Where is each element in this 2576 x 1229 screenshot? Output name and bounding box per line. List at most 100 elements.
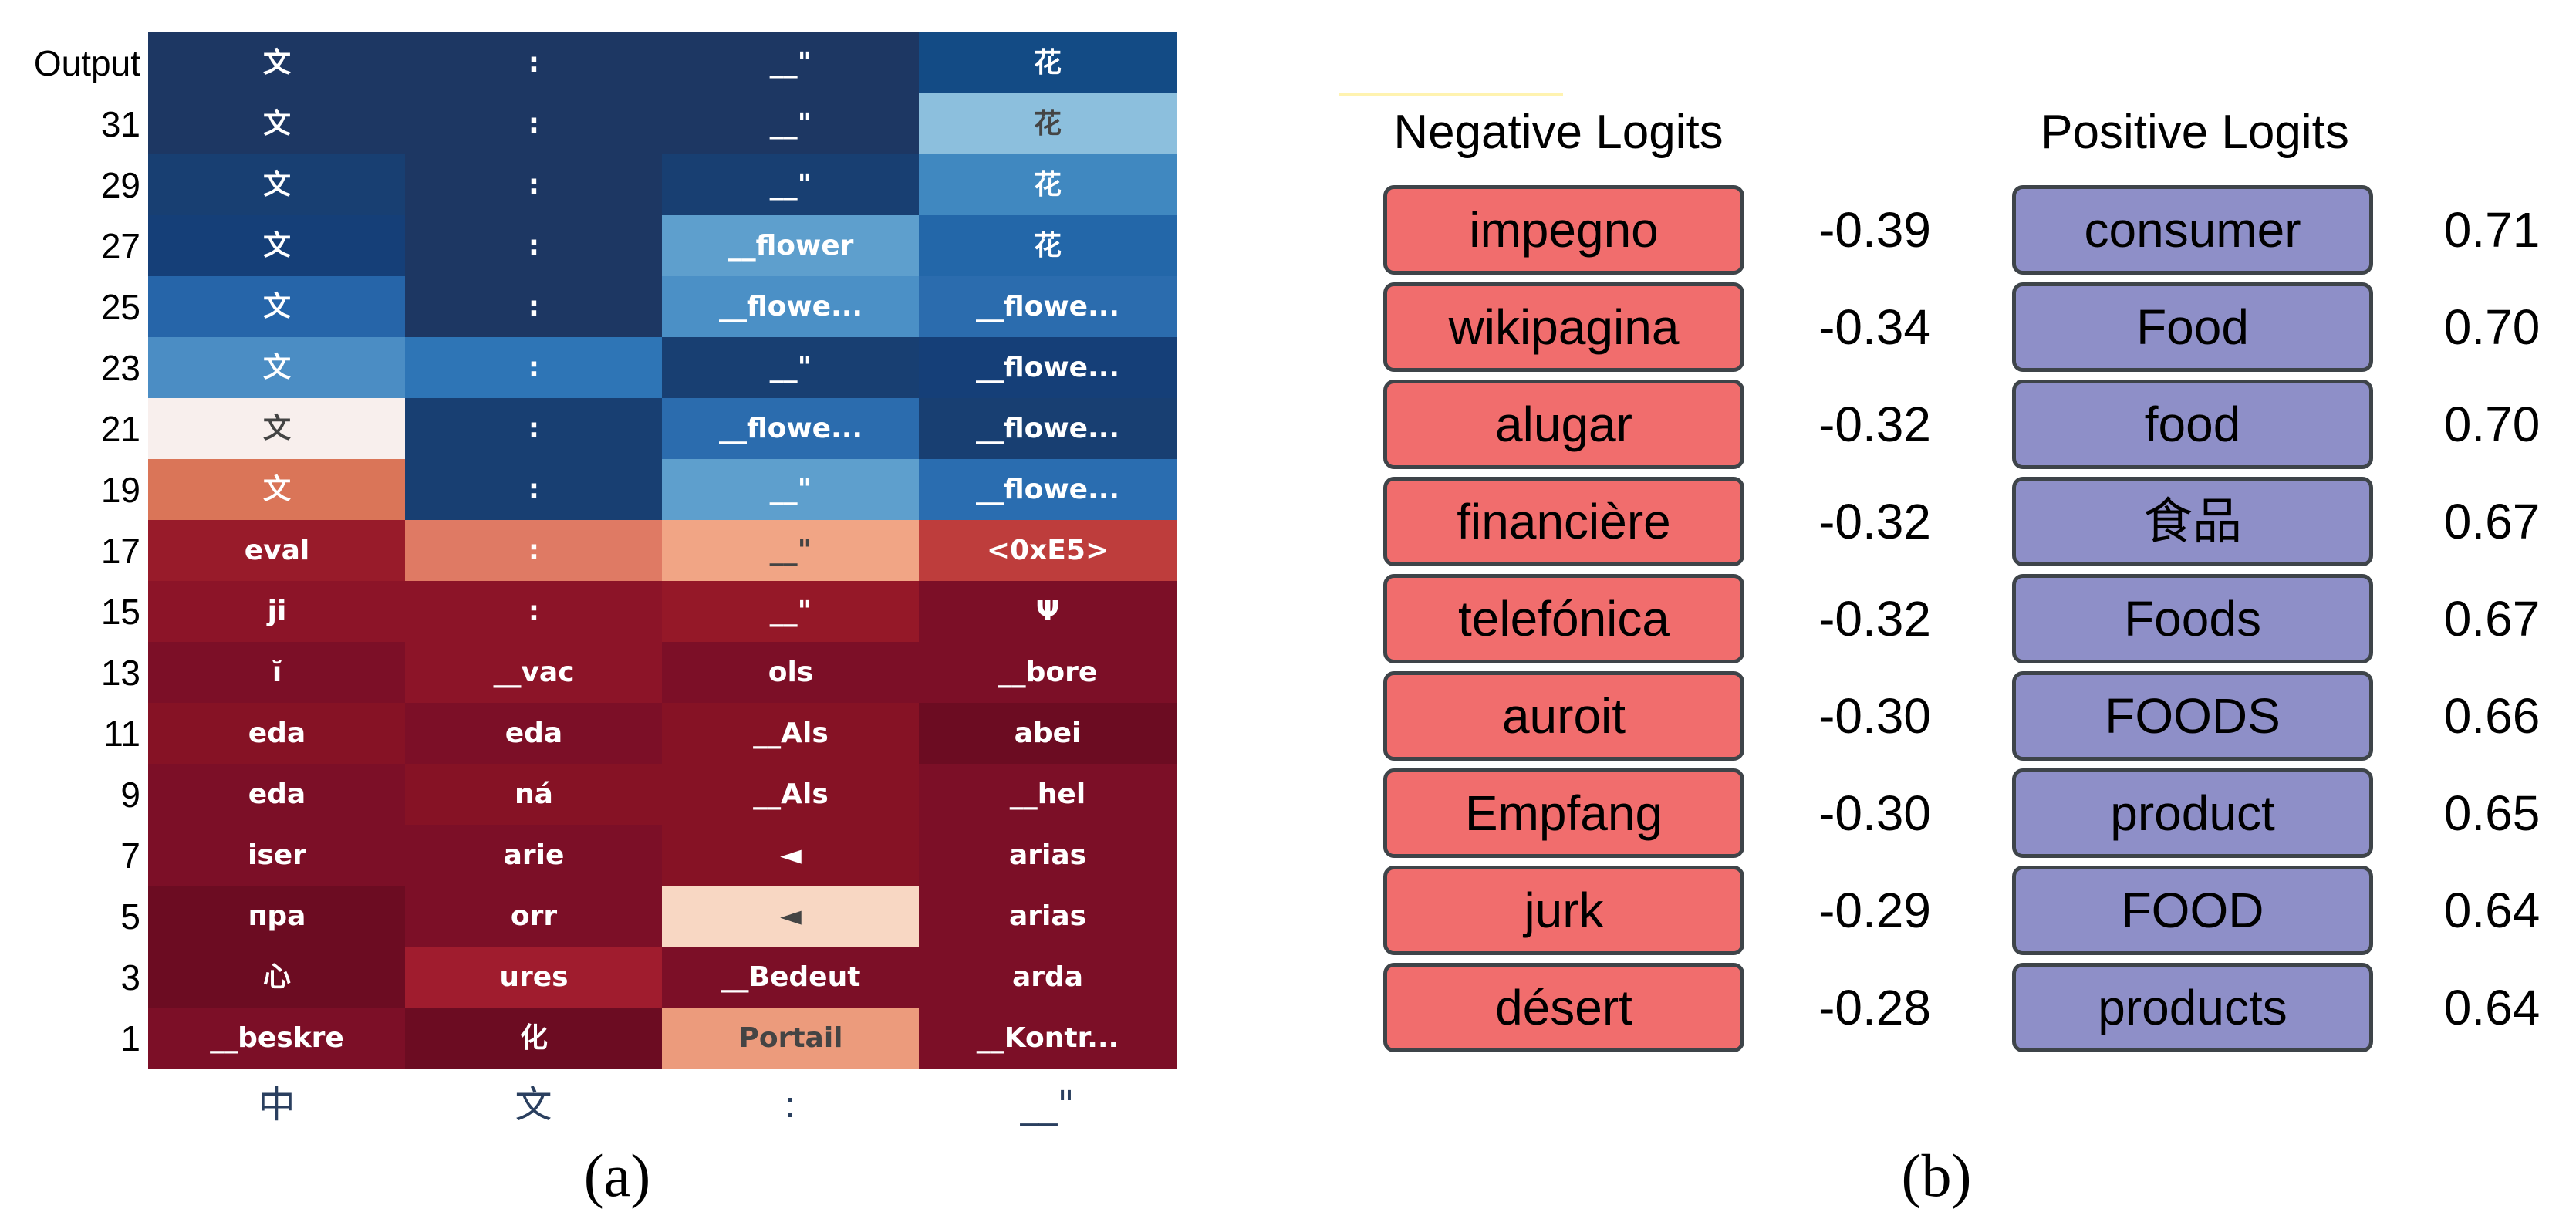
heatmap-cell: arie	[405, 825, 663, 886]
heatmap-cell: arias	[919, 886, 1177, 947]
negative-logit-value: -0.30	[1818, 785, 1931, 841]
heatmap-cell: __"	[662, 459, 920, 521]
heatmap-cell: :	[405, 398, 663, 460]
heatmap-cell: 文	[148, 215, 406, 277]
heatmap-cell: __bore	[919, 642, 1177, 704]
heatmap-cell: 化	[405, 1008, 663, 1069]
layer-label: 19	[100, 470, 140, 510]
heatmap-cell: ĭ	[148, 642, 406, 704]
heatmap-cell: orr	[405, 886, 663, 947]
positive-logit-value: 0.66	[2443, 688, 2541, 744]
layer-label: 11	[103, 714, 140, 754]
heatmap-cell: __beskre	[148, 1008, 406, 1069]
negative-logit-token: Empfang	[1383, 768, 1744, 858]
negative-logit-token: désert	[1383, 963, 1744, 1052]
positive-logit-token: FOOD	[2012, 866, 2373, 955]
positive-logit-token: products	[2012, 963, 2373, 1052]
heatmap-cell: :	[405, 154, 663, 216]
decorative-line	[1339, 93, 1563, 96]
positive-logits-title: Positive Logits	[2041, 106, 2349, 159]
positive-logit-token: food	[2012, 380, 2373, 469]
positive-logit-token: FOODS	[2012, 671, 2373, 761]
layer-label: 27	[100, 226, 140, 266]
heatmap-cell: :	[405, 337, 663, 399]
heatmap-cell: :	[405, 215, 663, 277]
heatmap-cell: eda	[148, 703, 406, 765]
heatmap-cell: __Bedeut	[662, 947, 920, 1008]
positive-logit-value: 0.70	[2443, 397, 2541, 452]
layer-label: 7	[120, 836, 140, 876]
positive-logit-value: 0.64	[2443, 883, 2541, 938]
negative-logit-token: impegno	[1383, 185, 1744, 275]
layer-label: 13	[100, 653, 140, 693]
heatmap-cell: 文	[148, 93, 406, 155]
heatmap-cell: iser	[148, 825, 406, 886]
negative-logit-value: -0.32	[1818, 591, 1931, 647]
heatmap-cell: 文	[148, 459, 406, 521]
input-token-label: :	[784, 1083, 797, 1126]
heatmap-cell: 文	[148, 337, 406, 399]
heatmap-cell: ols	[662, 642, 920, 704]
heatmap-cell: ◄	[662, 886, 920, 947]
heatmap-cell: 花	[919, 154, 1177, 216]
negative-logit-token: financière	[1383, 477, 1744, 566]
heatmap-cell: ji	[148, 581, 406, 643]
positive-logit-token: 食品	[2012, 477, 2373, 566]
heatmap-cell: arias	[919, 825, 1177, 886]
positive-logit-value: 0.70	[2443, 299, 2541, 355]
heatmap-cell: :	[405, 520, 663, 582]
negative-logit-token: wikipagina	[1383, 282, 1744, 372]
layer-label: 25	[100, 287, 140, 327]
layer-label: 1	[120, 1018, 140, 1058]
heatmap-cell: __Als	[662, 764, 920, 826]
heatmap-cell: 文	[148, 398, 406, 460]
heatmap-cell: 花	[919, 32, 1177, 94]
heatmap-cell: __flowe...	[662, 398, 920, 460]
layer-label: 17	[100, 531, 140, 571]
heatmap-cell: __"	[662, 520, 920, 582]
heatmap-cell: :	[405, 581, 663, 643]
positive-logit-value: 0.67	[2443, 591, 2541, 647]
positive-logit-token: consumer	[2012, 185, 2373, 275]
heatmap-cell: 花	[919, 93, 1177, 155]
heatmap-cell: __Kontr...	[919, 1008, 1177, 1069]
positive-logit-token: Foods	[2012, 574, 2373, 663]
negative-logit-token: telefónica	[1383, 574, 1744, 663]
layer-label: 5	[120, 896, 140, 937]
heatmap-cell: __flower	[662, 215, 920, 277]
heatmap-cell: __flowe...	[919, 398, 1177, 460]
negative-logit-value: -0.29	[1818, 883, 1931, 938]
heatmap-cell: 心	[148, 947, 406, 1008]
heatmap-cell: пpa	[148, 886, 406, 947]
positive-logit-value: 0.64	[2443, 980, 2541, 1035]
heatmap-cell: __"	[662, 154, 920, 216]
layer-label: 9	[120, 775, 140, 815]
layer-label: 29	[100, 165, 140, 205]
negative-logits-title: Negative Logits	[1393, 106, 1724, 159]
positive-logit-value: 0.67	[2443, 494, 2541, 549]
negative-logit-value: -0.30	[1818, 688, 1931, 744]
layer-label: 21	[100, 409, 140, 449]
panel-a-caption: (a)	[583, 1142, 651, 1209]
heatmap-cell: 文	[148, 154, 406, 216]
heatmap-cell: ures	[405, 947, 663, 1008]
heatmap-cell: 文	[148, 276, 406, 338]
layer-label: Output	[33, 43, 140, 83]
heatmap-cell: ná	[405, 764, 663, 826]
heatmap-cell: ◄	[662, 825, 920, 886]
negative-logit-value: -0.32	[1818, 494, 1931, 549]
heatmap-cell: __"	[662, 93, 920, 155]
positive-logit-value: 0.65	[2443, 785, 2541, 841]
negative-logit-token: auroit	[1383, 671, 1744, 761]
positive-logit-token: product	[2012, 768, 2373, 858]
heatmap-cell: Ψ	[919, 581, 1177, 643]
negative-logit-value: -0.39	[1818, 202, 1931, 258]
heatmap-cell: :	[405, 93, 663, 155]
panel-b-caption: (b)	[1901, 1142, 1972, 1209]
positive-logit-token: Food	[2012, 282, 2373, 372]
layer-label: 3	[120, 957, 140, 998]
heatmap-cell: eda	[405, 703, 663, 765]
positive-logit-value: 0.71	[2443, 202, 2541, 258]
heatmap-cell: 文	[148, 32, 406, 94]
heatmap-cell: __vac	[405, 642, 663, 704]
